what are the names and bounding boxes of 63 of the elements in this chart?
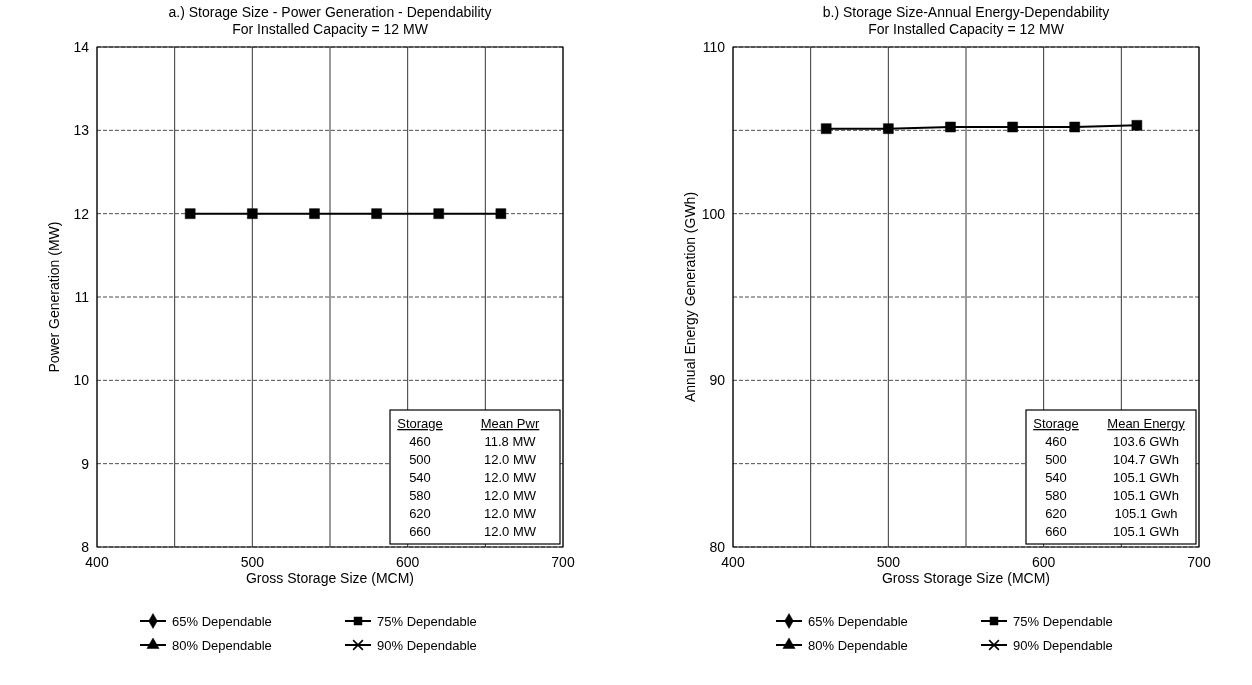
y-tick-label: 10 [73, 372, 90, 389]
annotation: 105.1 GWh [1113, 470, 1179, 485]
y-tick-label: 14 [73, 39, 90, 55]
y-tick-label: 11 [74, 289, 90, 305]
legend-label: 65% Dependable [172, 614, 272, 629]
legend-label: 75% Dependable [1013, 614, 1113, 629]
y-tick-label: 13 [73, 122, 90, 139]
annotation: 580 [1045, 488, 1067, 503]
annotation: 660 [409, 524, 431, 539]
x-tick-label: 600 [395, 554, 420, 570]
annotation: 620 [1045, 506, 1067, 521]
annotation: 105.1 Gwh [1114, 506, 1178, 521]
annotation: 580 [409, 488, 431, 503]
y-axis-title: Annual Energy Generation (GWh) [682, 191, 698, 403]
x-tick-label: 700 [551, 554, 575, 570]
y-axis-title: Power Generation (MW) [46, 221, 62, 373]
y-tick-label: 100 [701, 205, 726, 222]
annotation: 12.0 MW [483, 506, 537, 521]
legend-label: 65% Dependable [808, 614, 908, 629]
legend-label: 90% Dependable [1013, 638, 1113, 653]
annotation: 460 [1045, 434, 1067, 449]
chart-title: b.) Storage Size-Annual Energy-Dependability [822, 4, 1110, 20]
annotation: 540 [1045, 470, 1067, 485]
annotation: 500 [409, 452, 431, 467]
x-tick-label: 700 [1187, 554, 1211, 570]
chart-subtitle: For Installed Capacity = 12 MW [868, 21, 1065, 37]
annotation: 105.1 GWh [1113, 524, 1179, 539]
y-tick-label: 8 [81, 539, 90, 555]
annotation: Mean Energy [1107, 416, 1186, 431]
y-tick-label: 90 [709, 372, 726, 389]
annotation: 12.0 MW [483, 452, 537, 467]
legend-label: 90% Dependable [377, 638, 477, 653]
chart-subtitle: For Installed Capacity = 12 MW [232, 21, 429, 37]
annotation: 500 [1045, 452, 1067, 467]
x-tick-label: 400 [85, 554, 109, 570]
x-tick-label: 400 [721, 554, 745, 570]
annotation: Mean Pwr [480, 416, 540, 431]
annotation: 11.8 MW [484, 434, 537, 449]
x-tick-label: 500 [876, 554, 901, 570]
annotation: 12.0 MW [483, 524, 537, 539]
y-tick-label: 110 [702, 39, 726, 55]
x-axis-title: Gross Storage Size (MCM) [245, 570, 415, 586]
annotation: Storage [1033, 416, 1079, 431]
legend-label: 80% Dependable [808, 638, 908, 653]
x-tick-label: 500 [240, 554, 265, 570]
annotation: 540 [409, 470, 431, 485]
y-tick-label: 80 [709, 539, 726, 555]
annotation: 104.7 GWh [1113, 452, 1179, 467]
annotation: 660 [1045, 524, 1067, 539]
annotation: Storage [397, 416, 443, 431]
legend-label: 75% Dependable [377, 614, 477, 629]
annotation: 620 [409, 506, 431, 521]
annotation: 103.6 GWh [1113, 434, 1179, 449]
y-tick-label: 9 [81, 455, 90, 472]
x-axis-title: Gross Storage Size (MCM) [881, 570, 1051, 586]
x-tick-label: 600 [1031, 554, 1056, 570]
chart-title: a.) Storage Size - Power Generation - Dependability [168, 4, 492, 20]
annotation: 12.0 MW [483, 488, 537, 503]
y-tick-label: 12 [73, 205, 90, 222]
legend-label: 80% Dependable [172, 638, 272, 653]
annotation: 12.0 MW [483, 470, 537, 485]
annotation: 460 [409, 434, 431, 449]
annotation: 105.1 GWh [1113, 488, 1179, 503]
